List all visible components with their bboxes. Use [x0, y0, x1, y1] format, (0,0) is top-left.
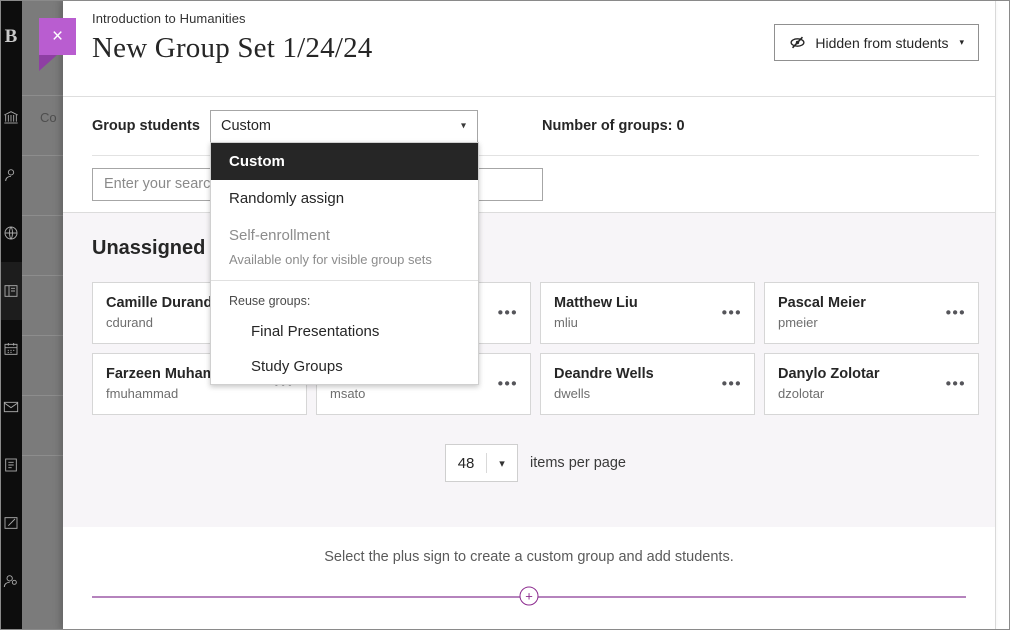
footer-message: Select the plus sign to create a custom … — [324, 549, 734, 565]
globe-icon[interactable] — [0, 204, 22, 262]
list-item[interactable]: Matthew Liu mliu ••• — [540, 282, 755, 344]
group-students-row: Group students Custom ▾ Number of groups… — [92, 97, 979, 155]
group-students-label: Group students — [92, 118, 200, 134]
sidebar-item-courses[interactable] — [0, 262, 22, 320]
student-username: msato — [330, 386, 366, 402]
overflow-menu-icon[interactable]: ••• — [945, 375, 966, 393]
grades-icon[interactable] — [0, 436, 22, 494]
tools-icon[interactable] — [0, 494, 22, 552]
menu-item-self-enrollment: Self-enrollment — [229, 227, 330, 244]
controls-divider — [92, 155, 979, 156]
student-username: dwells — [554, 386, 591, 402]
student-card-grid: Camille Durand cdurand ••• Jamie Huang j… — [92, 282, 979, 415]
visibility-button[interactable]: Hidden from students ▾ — [774, 24, 979, 61]
pagination: 48 ▾ items per page — [92, 444, 979, 482]
profile-icon[interactable] — [0, 146, 22, 204]
items-per-page-select[interactable]: 48 ▾ — [445, 444, 519, 482]
overflow-menu-icon[interactable]: ••• — [497, 375, 518, 393]
group-students-select-value: Custom — [221, 118, 271, 134]
group-set-panel: Introduction to Humanities New Group Set… — [63, 0, 995, 630]
overflow-menu-icon[interactable]: ••• — [945, 304, 966, 322]
group-students-dropdown-menu: Custom Randomly assign Self-enrollment A… — [210, 142, 479, 385]
overflow-menu-icon[interactable]: ••• — [497, 304, 518, 322]
menu-item-final-presentations[interactable]: Final Presentations — [251, 323, 380, 340]
overflow-menu-icon[interactable]: ••• — [721, 304, 742, 322]
close-button[interactable]: × — [39, 18, 76, 55]
close-icon: × — [51, 26, 64, 47]
signout-icon[interactable] — [0, 610, 22, 630]
eye-slash-icon — [789, 35, 806, 50]
brand-logo-icon: B — [4, 26, 18, 47]
chevron-down-icon: ▾ — [959, 37, 964, 47]
backdrop-course-label: Co — [40, 110, 57, 125]
header-divider — [63, 96, 995, 97]
menu-item-custom[interactable]: Custom — [211, 143, 478, 180]
messages-icon[interactable] — [0, 378, 22, 436]
student-username: pmeier — [778, 315, 818, 331]
create-group-footer: Select the plus sign to create a custom … — [63, 527, 995, 630]
student-username: fmuhammad — [106, 386, 179, 402]
student-username: cdurand — [106, 315, 153, 331]
student-username: dzolotar — [778, 386, 825, 402]
calendar-icon[interactable] — [0, 320, 22, 378]
student-name: Danylo Zolotar — [778, 366, 880, 382]
student-name: Matthew Liu — [554, 295, 638, 311]
panel-header: Introduction to Humanities New Group Set… — [63, 0, 995, 97]
admin-icon[interactable] — [0, 552, 22, 610]
controls-bottom-divider — [63, 212, 995, 213]
unassigned-students-section: Unassigned students Camille Durand cdura… — [63, 213, 995, 527]
number-of-groups: Number of groups: 0 — [542, 118, 685, 134]
menu-item-study-groups[interactable]: Study Groups — [251, 358, 343, 375]
institution-icon[interactable] — [0, 88, 22, 146]
student-name: Pascal Meier — [778, 295, 866, 311]
add-group-button[interactable]: + — [519, 586, 539, 606]
page-title: New Group Set 1/24/24 — [92, 32, 373, 64]
student-username: mliu — [554, 315, 578, 331]
panel-right-gutter — [995, 0, 1010, 630]
visibility-button-label: Hidden from students — [815, 34, 949, 51]
items-per-page-label: items per page — [530, 455, 626, 471]
reuse-groups-header: Reuse groups: — [229, 294, 311, 308]
divider — [486, 453, 488, 473]
overflow-menu-icon[interactable]: ••• — [721, 375, 742, 393]
menu-item-self-enrollment-sublabel: Available only for visible group sets — [229, 252, 432, 267]
list-item[interactable]: Pascal Meier pmeier ••• — [764, 282, 979, 344]
plus-icon: + — [525, 588, 533, 604]
menu-item-randomly-assign[interactable]: Randomly assign — [229, 190, 345, 207]
student-name: Deandre Wells — [554, 366, 654, 382]
chevron-down-icon: ▾ — [499, 457, 505, 470]
menu-divider — [211, 280, 478, 281]
group-students-select[interactable]: Custom ▾ — [210, 109, 478, 143]
student-name: Camille Durand — [106, 295, 213, 311]
panel-controls: Group students Custom ▾ Number of groups… — [63, 97, 995, 213]
list-item[interactable]: Deandre Wells dwells ••• — [540, 353, 755, 415]
panel-right-edge — [995, 0, 996, 630]
chevron-down-icon: ▾ — [460, 120, 466, 132]
global-nav-rail: B — [0, 0, 22, 630]
items-per-page-value: 48 — [457, 454, 475, 472]
breadcrumb: Introduction to Humanities — [92, 11, 246, 26]
list-item[interactable]: Danylo Zolotar dzolotar ••• — [764, 353, 979, 415]
